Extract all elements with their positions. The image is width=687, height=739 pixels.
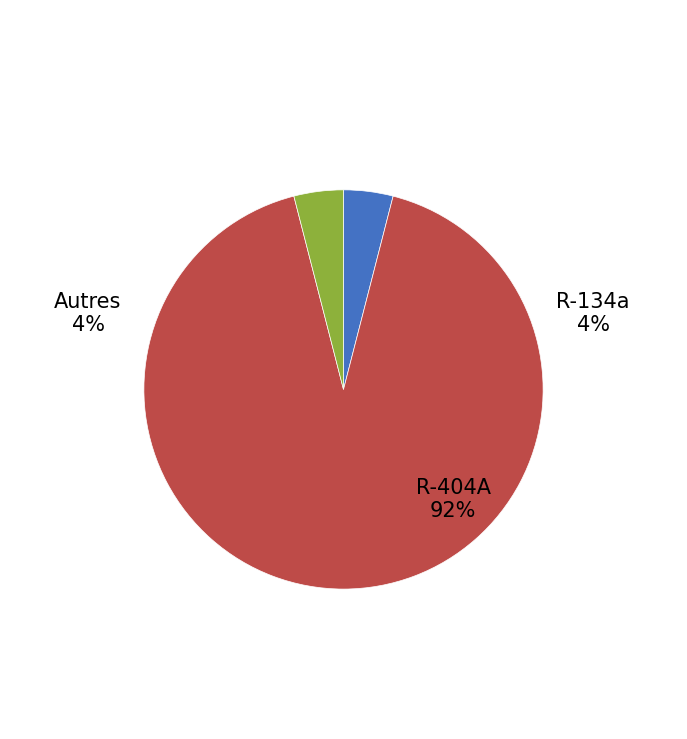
Text: R-134a
4%: R-134a 4% [556, 292, 630, 336]
Wedge shape [294, 190, 344, 389]
Text: Autres
4%: Autres 4% [54, 292, 122, 336]
Wedge shape [344, 190, 393, 389]
Wedge shape [144, 196, 543, 589]
Text: R-404A
92%: R-404A 92% [416, 477, 491, 521]
